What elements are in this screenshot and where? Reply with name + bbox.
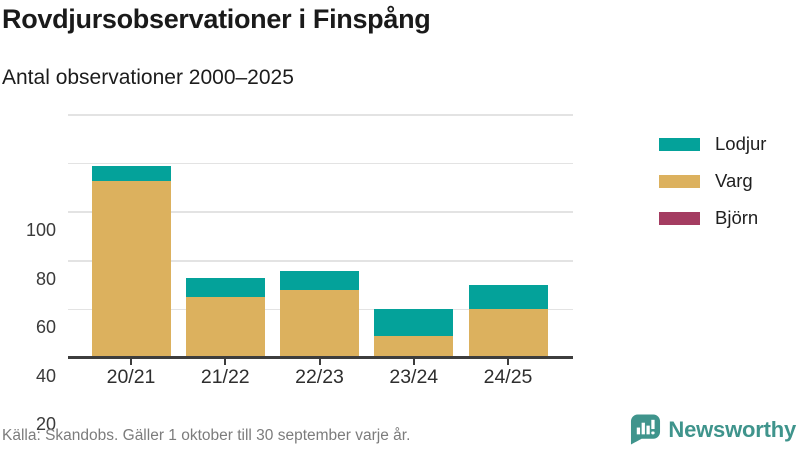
bar-segment-lodjur-24-25 [468,285,548,310]
legend-label-björn: Björn [715,207,759,228]
bar-segment-varg-21-22 [185,297,265,358]
x-tick-23-24 [412,359,415,365]
legend: Lodjur Varg Björn [659,133,766,244]
x-tick-label-22-23: 22/23 [295,366,344,388]
y-tick-label-20: 20 [35,414,56,435]
x-tick-label-23-24: 23/24 [389,366,439,388]
y-tick-label-80: 80 [35,268,56,289]
x-axis-line [68,356,573,359]
legend-swatch-björn [659,211,700,225]
x-tick-label-21-22: 21/22 [200,366,250,388]
bar-segment-lodjur-22-23 [280,270,359,290]
legend-item-varg: Varg [659,170,766,192]
brand-name: Newsworthy [668,416,796,442]
legend-label-lodjur: Lodjur [715,133,767,154]
plot-area [68,114,573,358]
gridline-80 [68,162,573,165]
x-tick-21-22 [224,359,227,365]
bar-segment-varg-23-24 [374,336,454,358]
bar-segment-varg-24-25 [468,309,548,358]
x-tick-label-24-25: 24/25 [483,366,533,388]
bar-segment-lodjur-20-21 [91,166,171,181]
legend-swatch-lodjur [659,137,700,151]
chart-subtitle: Antal observationer 2000–2025 [2,66,294,89]
legend-swatch-varg [659,174,700,188]
x-tick-22-23 [318,359,321,365]
gridline-40 [68,260,573,262]
x-tick-20-21 [130,359,132,365]
brand-lockup: Newsworthy [630,413,796,446]
legend-item-lodjur: Lodjur [659,133,766,155]
source-note: Källa: Skandobs. Gäller 1 oktober till 3… [2,427,411,444]
bar-segment-lodjur-23-24 [374,309,454,337]
x-tick-label-20-21: 20/21 [106,366,156,388]
chart-title: Rovdjursobservationer i Finspång [2,4,431,34]
y-axis-labels: 020406080100 [0,115,56,434]
bar-segment-lodjur-21-22 [185,277,265,298]
legend-item-björn: Björn [659,207,766,229]
bar-segment-varg-20-21 [91,180,171,358]
y-tick-label-60: 60 [35,317,56,338]
gridline-60 [68,211,573,213]
y-tick-label-40: 40 [35,365,56,386]
gridline-100 [68,114,573,116]
bar-segment-varg-22-23 [280,289,359,356]
legend-label-varg: Varg [715,170,753,191]
newsworthy-logo-icon [630,413,661,446]
y-tick-label-100: 100 [25,220,56,240]
x-tick-24-25 [507,359,509,365]
